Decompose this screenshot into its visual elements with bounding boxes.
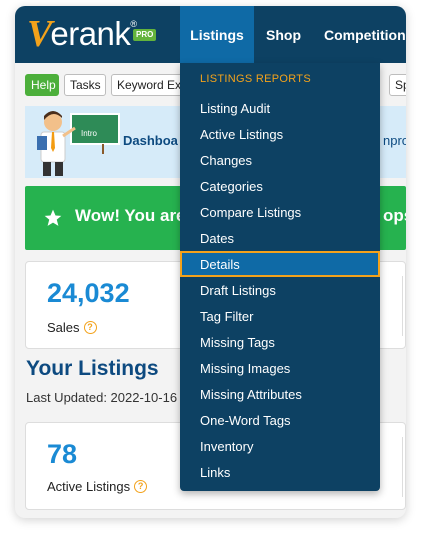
menu-item-compare-listings[interactable]: Compare Listings bbox=[200, 204, 302, 220]
menu-item-missing-attributes[interactable]: Missing Attributes bbox=[200, 386, 302, 402]
menu-item-tag-filter[interactable]: Tag Filter bbox=[200, 308, 254, 324]
erank-logo[interactable]: V erank ® bbox=[27, 14, 137, 54]
nav-listings[interactable]: Listings bbox=[180, 6, 254, 63]
quick-toolbar: Help Tasks Keyword Exp Sp bbox=[25, 74, 406, 96]
intro-badge: Intro bbox=[81, 129, 98, 138]
help-button[interactable]: Help bbox=[25, 74, 59, 96]
menu-item-links[interactable]: Links bbox=[200, 464, 231, 480]
active-listings-value: 78 bbox=[47, 439, 78, 469]
alert-text: Wow! You are bbox=[75, 206, 186, 225]
menu-item-inventory[interactable]: Inventory bbox=[200, 438, 254, 454]
keyword-explorer-button[interactable]: Keyword Exp bbox=[111, 74, 191, 96]
spy-button[interactable]: Sp bbox=[389, 74, 406, 96]
dropdown-header: LISTINGS REPORTS bbox=[200, 73, 311, 85]
logo-v: V bbox=[27, 13, 53, 55]
active-listings-label-text: Active Listings bbox=[47, 479, 131, 494]
listings-dropdown-menu: LISTINGS REPORTS Listing Audit Active Li… bbox=[180, 63, 380, 491]
menu-item-details[interactable]: Details bbox=[180, 251, 380, 277]
intro-title: Dashboa bbox=[123, 133, 178, 148]
nav-shop-label: Shop bbox=[266, 26, 301, 43]
menu-item-dates[interactable]: Dates bbox=[200, 230, 234, 246]
menu-item-categories[interactable]: Categories bbox=[200, 178, 263, 194]
card-divider bbox=[402, 437, 403, 497]
nav-competition[interactable]: Competition bbox=[324, 6, 406, 63]
logo-text: erank bbox=[50, 15, 131, 52]
nav-competition-label: Competition bbox=[324, 26, 406, 43]
intro-right-text: nprov bbox=[383, 133, 406, 148]
menu-item-one-word-tags[interactable]: One-Word Tags bbox=[200, 412, 291, 428]
menu-item-missing-images[interactable]: Missing Images bbox=[200, 360, 291, 376]
top-navbar: V erank ® PRO Listings Shop Competition bbox=[15, 6, 406, 63]
question-icon[interactable]: ? bbox=[134, 480, 148, 493]
menu-item-listing-audit[interactable]: Listing Audit bbox=[200, 100, 271, 116]
pro-badge: PRO bbox=[133, 29, 157, 41]
nav-listings-label: Listings bbox=[190, 26, 244, 43]
presenter-illustration-icon bbox=[37, 111, 120, 176]
active-listings-label: Active Listings ? bbox=[47, 479, 148, 494]
menu-item-active-listings[interactable]: Active Listings bbox=[200, 126, 284, 142]
tasks-button[interactable]: Tasks bbox=[64, 74, 106, 96]
sales-value: 24,032 bbox=[47, 278, 130, 308]
logo-registered: ® bbox=[130, 19, 138, 29]
star-icon bbox=[44, 209, 62, 226]
card-divider bbox=[402, 276, 403, 336]
question-icon[interactable]: ? bbox=[83, 321, 97, 334]
menu-item-missing-tags[interactable]: Missing Tags bbox=[200, 334, 275, 350]
sales-label-text: Sales bbox=[47, 320, 80, 335]
menu-item-draft-listings[interactable]: Draft Listings bbox=[200, 282, 276, 298]
last-updated: Last Updated: 2022-10-16 bbox=[26, 390, 178, 405]
menu-item-changes[interactable]: Changes bbox=[200, 152, 253, 168]
nav-shop[interactable]: Shop bbox=[266, 6, 301, 63]
sales-label: Sales ? bbox=[47, 320, 97, 335]
your-listings-title: Your Listings bbox=[26, 357, 159, 380]
alert-right-text: ops bbox=[383, 206, 406, 225]
